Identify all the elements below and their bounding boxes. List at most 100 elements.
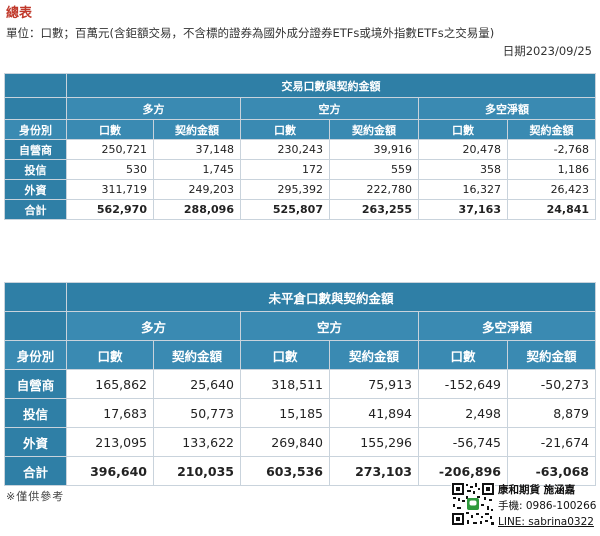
table-cell: 358 — [418, 159, 508, 180]
row-label: 投信 — [4, 159, 67, 180]
table-cell: 16,327 — [418, 179, 508, 200]
column-header-lots: 口數 — [66, 340, 154, 370]
column-header-identity: 身份別 — [4, 340, 67, 370]
table-row: 自營商 165,862 25,640 318,511 75,913 -152,649 -50… — [4, 369, 597, 399]
column-header-lots: 口數 — [240, 340, 330, 370]
table-cell: 530 — [66, 159, 154, 180]
table-cell: 39,916 — [329, 139, 419, 160]
column-header-lots: 口數 — [418, 340, 508, 370]
column-header-amount: 契約金額 — [506, 340, 597, 370]
qr-code-icon — [451, 482, 495, 526]
table-row: 外資 213,095 133,622 269,840 155,296 -56,745 -21… — [4, 427, 597, 457]
column-header-amount: 契約金額 — [329, 119, 419, 140]
table-cell: 525,807 — [240, 199, 330, 220]
table-cell: 222,780 — [329, 179, 419, 200]
report-date: 日期2023/09/25 — [502, 44, 592, 58]
row-label: 合計 — [4, 456, 67, 486]
page-title: 總表 — [6, 6, 33, 21]
table-row: 投信 17,683 50,773 15,185 41,894 2,498 8,879 — [4, 398, 597, 428]
table-caption: 交易口數與契約金額 — [65, 73, 597, 98]
table-corner — [4, 97, 67, 120]
row-label: 外資 — [4, 427, 67, 457]
table-cell: 75,913 — [329, 369, 419, 399]
row-label: 自營商 — [4, 369, 67, 399]
table-cell: 15,185 — [240, 398, 330, 428]
table-cell: 210,035 — [153, 456, 241, 486]
unit-note: 單位：口數；百萬元(含鉅額交易，不含標的證券為國外成分證券ETFs或境外指數ET… — [6, 26, 495, 40]
contact-phone: 手機: 0986-100266 — [498, 500, 597, 512]
table-cell: 603,536 — [240, 456, 330, 486]
group-header-long: 多方 — [66, 311, 241, 341]
table-cell: 213,095 — [66, 427, 154, 457]
table-cell: 562,970 — [66, 199, 154, 220]
table-corner — [4, 282, 67, 312]
table-cell: -56,745 — [418, 427, 508, 457]
row-label: 投信 — [4, 398, 67, 428]
contact-line-id[interactable]: LINE: sabrina0322 — [498, 516, 594, 528]
table-cell: 2,498 — [418, 398, 508, 428]
table-row: 自營商 250,721 37,148 230,243 39,916 20,478 -2,76… — [4, 139, 597, 160]
table-cell: 25,640 — [153, 369, 241, 399]
trading-volume-table: 交易口數與契約金額 多方 空方 多空淨額 身份別 口數 契約金額 口數 契約金額… — [4, 73, 597, 220]
table-corner — [4, 311, 67, 341]
table-cell: 288,096 — [153, 199, 241, 220]
table-cell: -206,896 — [418, 456, 508, 486]
table-cell: 263,255 — [329, 199, 419, 220]
table-cell: 269,840 — [240, 427, 330, 457]
table-cell: 1,745 — [153, 159, 241, 180]
table-cell: 17,683 — [66, 398, 154, 428]
table-cell: 396,640 — [66, 456, 154, 486]
table-cell: 20,478 — [418, 139, 508, 160]
column-header-amount: 契約金額 — [153, 119, 241, 140]
table-cell: -21,674 — [506, 427, 597, 457]
table-cell: 165,862 — [66, 369, 154, 399]
table-cell: 1,186 — [506, 159, 597, 180]
table-cell: 230,243 — [240, 139, 330, 160]
table-cell: 311,719 — [66, 179, 154, 200]
table-cell: 37,148 — [153, 139, 241, 160]
group-header-net: 多空淨額 — [417, 311, 597, 341]
table-cell: 172 — [240, 159, 330, 180]
table-row: 投信 530 1,745 172 559 358 1,186 — [4, 159, 597, 180]
table-cell: 26,423 — [506, 179, 597, 200]
row-label: 合計 — [4, 199, 67, 220]
footnote: ※僅供參考 — [6, 490, 65, 503]
table-cell: 37,163 — [418, 199, 508, 220]
column-header-lots: 口數 — [66, 119, 154, 140]
table-cell: -152,649 — [418, 369, 508, 399]
table-cell: 249,203 — [153, 179, 241, 200]
open-interest-table: 未平倉口數與契約金額 多方 空方 多空淨額 身份別 口數 契約金額 口數 契約金… — [4, 282, 597, 486]
table-cell: 559 — [329, 159, 419, 180]
table-cell: 8,879 — [506, 398, 597, 428]
table-cell: 318,511 — [240, 369, 330, 399]
column-header-amount: 契約金額 — [506, 119, 597, 140]
table-cell: 41,894 — [329, 398, 419, 428]
table-cell: -50,273 — [506, 369, 597, 399]
table-cell: 50,773 — [153, 398, 241, 428]
column-header-amount: 契約金額 — [153, 340, 241, 370]
column-header-amount: 契約金額 — [329, 340, 419, 370]
total-row: 合計 562,970 288,096 525,807 263,255 37,163 24,8… — [4, 199, 597, 220]
contact-card: 康和期貨 施涵嘉 手機: 0986-100266 LINE: sabrina03… — [451, 482, 597, 532]
row-label: 外資 — [4, 179, 67, 200]
row-label: 自營商 — [4, 139, 67, 160]
group-header-net: 多空淨額 — [417, 97, 597, 120]
table-cell: 250,721 — [66, 139, 154, 160]
table-cell: -63,068 — [506, 456, 597, 486]
table-cell: 295,392 — [240, 179, 330, 200]
table-cell: -2,768 — [506, 139, 597, 160]
table-cell: 133,622 — [153, 427, 241, 457]
table-cell: 273,103 — [329, 456, 419, 486]
group-header-short: 空方 — [240, 97, 419, 120]
contact-name: 康和期貨 施涵嘉 — [498, 484, 576, 496]
table-row: 外資 311,719 249,203 295,392 222,780 16,327 26,4… — [4, 179, 597, 200]
table-corner — [4, 73, 67, 98]
table-cell: 155,296 — [329, 427, 419, 457]
column-header-identity: 身份別 — [4, 119, 67, 140]
total-row: 合計 396,640 210,035 603,536 273,103 -206,896 -6… — [4, 456, 597, 486]
table-caption: 未平倉口數與契約金額 — [65, 282, 597, 312]
column-header-lots: 口數 — [418, 119, 508, 140]
group-header-short: 空方 — [240, 311, 419, 341]
column-header-lots: 口數 — [240, 119, 330, 140]
group-header-long: 多方 — [66, 97, 241, 120]
